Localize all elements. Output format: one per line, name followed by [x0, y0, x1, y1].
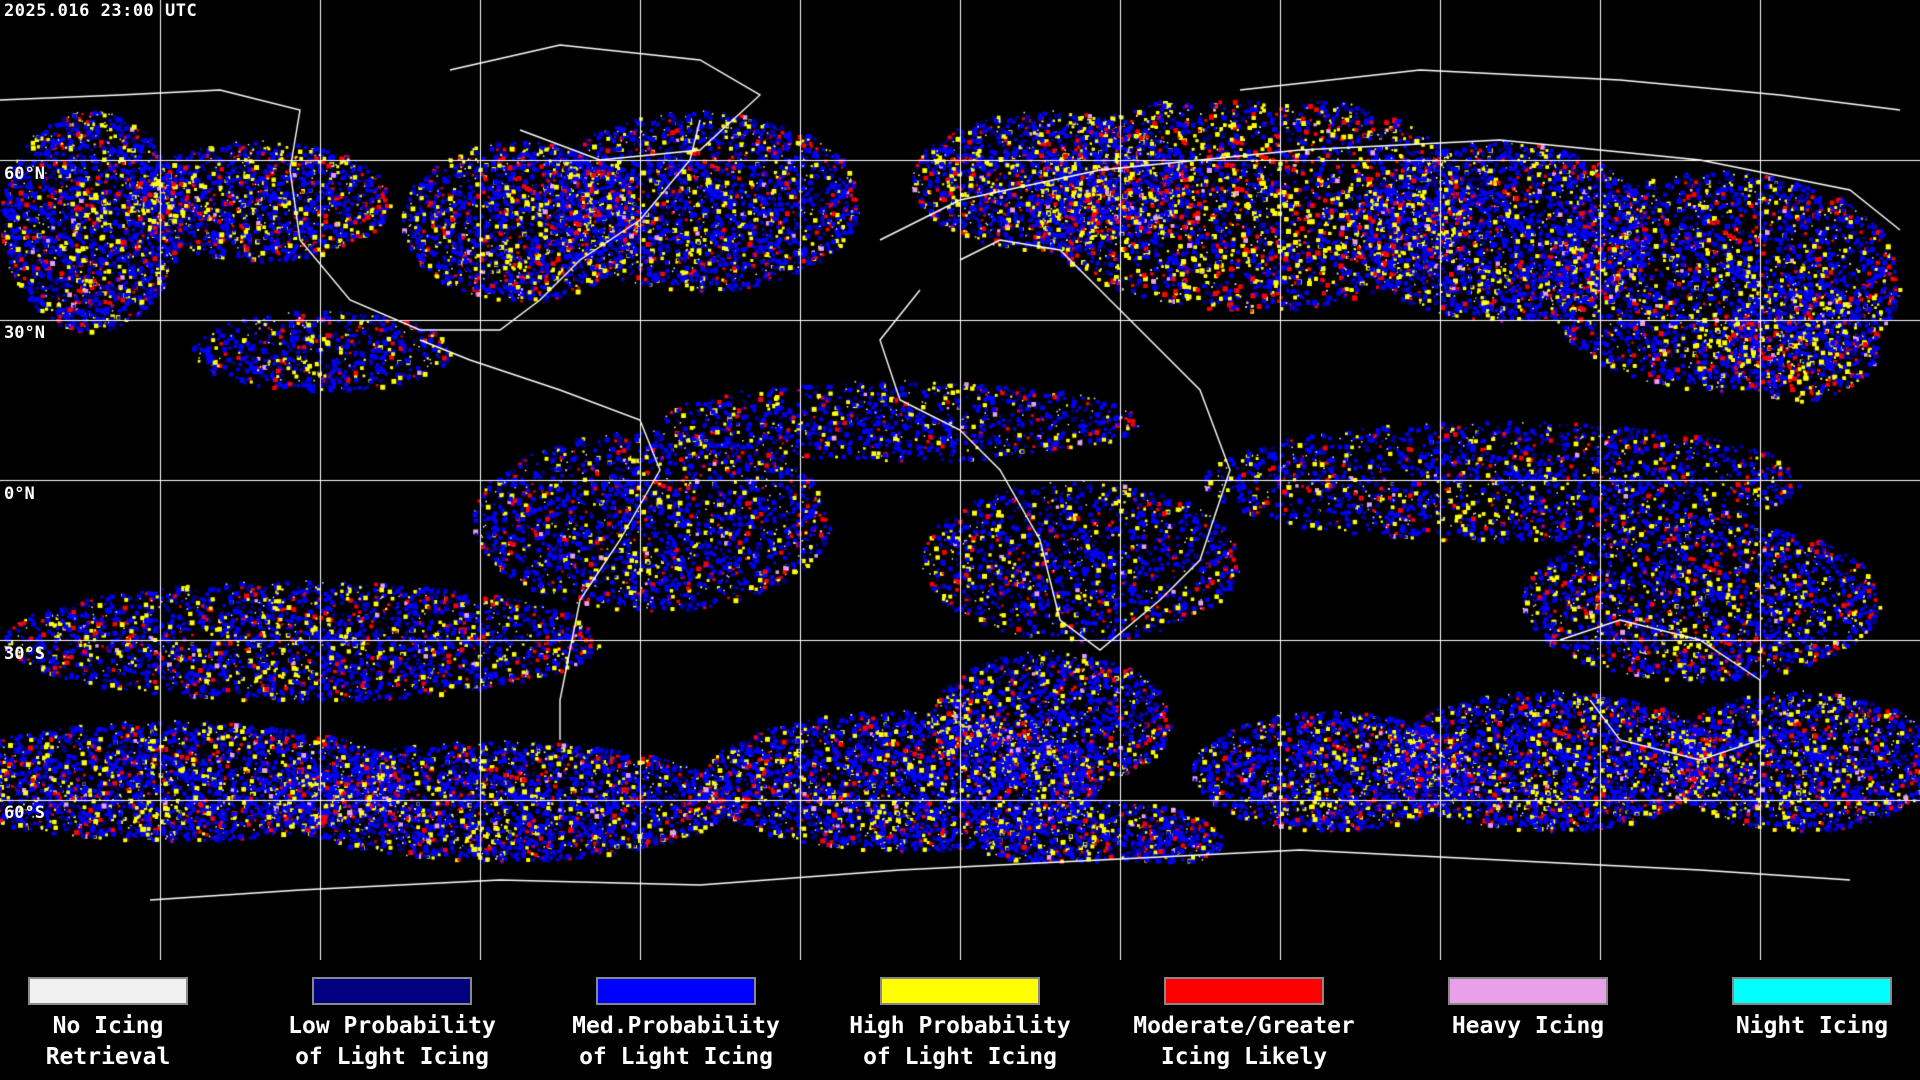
legend-label: High Probability of Light Icing	[849, 1013, 1071, 1070]
legend-item-low-prob: Low Probability of Light Icing	[250, 977, 534, 1073]
legend-swatch	[596, 977, 756, 1005]
legend-label: Med.Probability of Light Icing	[572, 1013, 780, 1070]
legend-swatch	[1164, 977, 1324, 1005]
legend-item-moderate: Moderate/Greater Icing Likely	[1102, 977, 1386, 1073]
lat-label-30s: 30°S	[4, 644, 45, 664]
icing-map	[0, 0, 1920, 960]
legend-label: No Icing Retrieval	[45, 1013, 171, 1070]
legend-label: Low Probability of Light Icing	[288, 1013, 496, 1070]
timestamp: 2025.016 23:00 UTC	[4, 1, 198, 21]
legend: No Icing Retrieval Low Probability of Li…	[0, 960, 1920, 1080]
legend-swatch	[880, 977, 1040, 1005]
lat-label-60s: 60°S	[4, 803, 45, 823]
legend-label: Heavy Icing	[1451, 1013, 1605, 1039]
legend-swatch	[1732, 977, 1892, 1005]
legend-item-heavy: Heavy Icing	[1386, 977, 1670, 1042]
legend-swatch	[1448, 977, 1608, 1005]
legend-item-high-prob: High Probability of Light Icing	[818, 977, 1102, 1073]
legend-item-night: Night Icing	[1670, 977, 1920, 1042]
legend-label: Night Icing	[1735, 1013, 1889, 1039]
legend-item-no-icing: No Icing Retrieval	[0, 977, 250, 1073]
legend-swatch	[28, 977, 188, 1005]
legend-item-med-prob: Med.Probability of Light Icing	[534, 977, 818, 1073]
legend-swatch	[312, 977, 472, 1005]
lat-label-60n: 60°N	[4, 164, 45, 184]
lat-label-30n: 30°N	[4, 323, 45, 343]
legend-label: Moderate/Greater Icing Likely	[1133, 1013, 1355, 1070]
lat-label-0n: 0°N	[4, 484, 35, 504]
